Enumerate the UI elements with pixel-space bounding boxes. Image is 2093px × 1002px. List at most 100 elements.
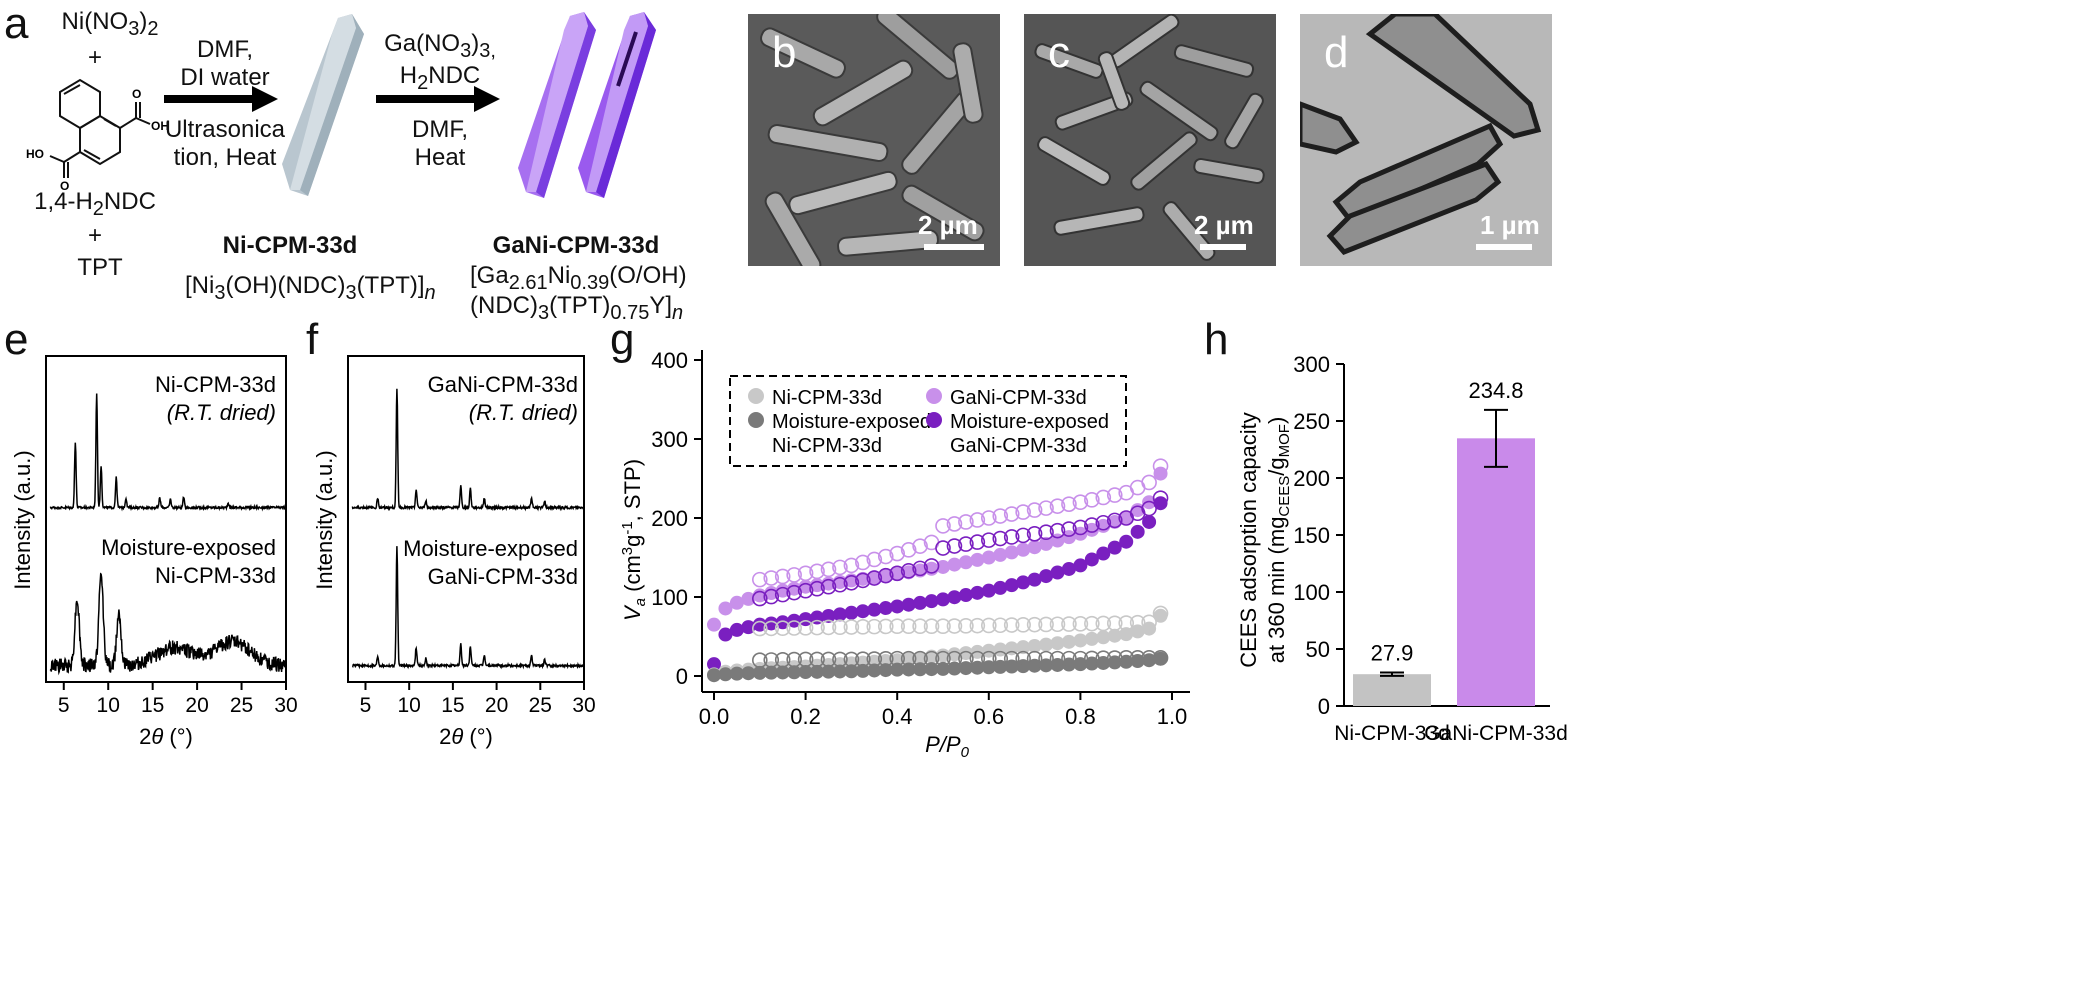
adsorption-point [1061, 530, 1076, 545]
plus-sign-2: + [87, 222, 102, 249]
desorption-point [809, 619, 825, 636]
adsorption-point [890, 567, 905, 582]
desorption-point [763, 652, 780, 668]
adsorption-point [1016, 640, 1031, 655]
y-tick-label: 100 [1293, 580, 1330, 605]
adsorption-point [867, 570, 882, 585]
y-tick-label: 0 [1318, 694, 1330, 719]
desorption-point [1061, 496, 1077, 512]
y-axis-title-h-line2: at 360 min (mgCEES/gMOF) [1264, 417, 1293, 664]
desorption-point [992, 650, 1009, 667]
desorption-point [935, 518, 951, 534]
adsorption-point [707, 617, 721, 632]
adsorption-point [1084, 656, 1099, 671]
adsorption-point [810, 578, 825, 593]
adsorption-point [718, 627, 733, 642]
y-axis-title-h-line1: CEES adsorption capacity [1236, 412, 1261, 668]
desorption-point [843, 651, 860, 668]
adsorption-point [1119, 654, 1134, 669]
adsorption-point [878, 601, 893, 616]
series-label-e-moist-2: Ni-CPM-33d [155, 563, 276, 588]
desorption-point [797, 582, 814, 599]
panel-label-c: c [1048, 28, 1070, 77]
step1-solvent: DMF, [197, 36, 253, 63]
desorption-point [820, 651, 837, 668]
series-note-f-dried: (R.T. dried) [469, 400, 578, 425]
desorption-point [1061, 616, 1077, 632]
y-tick-label: 300 [1293, 352, 1330, 377]
adsorption-point [810, 664, 825, 679]
adsorption-point [993, 659, 1008, 674]
desorption-point [877, 548, 894, 565]
adsorption-point [981, 643, 996, 658]
desorption-point [1015, 617, 1031, 633]
desorption-point [980, 650, 997, 667]
x-tick-label: 5 [360, 694, 372, 717]
adsorption-point [1073, 633, 1088, 648]
adsorption-point [1096, 655, 1111, 670]
adsorption-point [890, 599, 905, 614]
adsorption-point [924, 594, 939, 609]
adsorption-point [718, 667, 733, 682]
adsorption-point [1027, 638, 1042, 653]
bar-value-label: 27.9 [1371, 640, 1414, 665]
desorption-point [912, 538, 928, 554]
ni-crystal-illustration [282, 14, 364, 196]
desorption-point [1026, 526, 1043, 542]
desorption-point [820, 619, 837, 636]
product2-name: GaNi-CPM-33d [492, 232, 660, 259]
y-tick-label: 300 [651, 427, 688, 452]
desorption-point [774, 586, 791, 603]
adsorption-point [832, 664, 847, 679]
desorption-point [1015, 527, 1031, 544]
desorption-point [843, 574, 860, 591]
desorption-point [1072, 650, 1089, 667]
desorption-point [832, 559, 848, 576]
desorption-point [797, 620, 814, 636]
legend-label-ni-moist-1: Moisture-exposed [772, 411, 931, 433]
adsorption-point [993, 547, 1008, 562]
desorption-point [1106, 650, 1123, 666]
desorption-point [752, 652, 768, 669]
adsorption-point [764, 665, 779, 680]
desorption-point [958, 650, 974, 667]
adsorption-point [981, 550, 996, 565]
desorption-point [1015, 504, 1031, 520]
x-tick-label: 0.8 [1065, 704, 1096, 729]
adsorption-point [1016, 542, 1031, 557]
desorption-point [923, 618, 940, 635]
desorption-point [935, 650, 951, 667]
desorption-point [866, 651, 883, 667]
desorption-point [958, 618, 974, 634]
x-tick-label: 20 [185, 694, 208, 717]
o-label-bottom: O [60, 179, 69, 192]
desorption-point [763, 620, 780, 637]
scale-bar-b [924, 244, 984, 250]
adsorption-point [1153, 651, 1168, 666]
adsorption-point [913, 595, 928, 610]
desorption-point [1026, 502, 1043, 518]
adsorption-point [1027, 572, 1042, 587]
legend-g: Ni-CPM-33d Moisture-exposed Ni-CPM-33d G… [729, 375, 1127, 467]
adsorption-point [752, 617, 767, 632]
adsorption-point [1084, 552, 1099, 567]
adsorption-point [764, 616, 779, 631]
desorption-point [1141, 650, 1157, 666]
adsorption-point [1016, 575, 1031, 590]
panel-label-b: b [772, 28, 797, 77]
desorption-point [889, 565, 906, 582]
desorption-point [1072, 494, 1089, 510]
desorption-point [889, 650, 906, 667]
legend-marker-ni [748, 388, 764, 404]
legend-marker-gani-moist [926, 412, 942, 428]
adsorption-point [707, 657, 721, 672]
x-tick-label: 0.0 [699, 704, 730, 729]
desorption-point [946, 618, 963, 634]
adsorption-point [901, 597, 916, 612]
desorption-point [1061, 650, 1077, 667]
desorption-point [1152, 490, 1169, 506]
adsorption-point [718, 601, 733, 616]
desorption-point [1129, 614, 1146, 631]
adsorption-point [1073, 558, 1088, 573]
desorption-point [1141, 614, 1157, 631]
